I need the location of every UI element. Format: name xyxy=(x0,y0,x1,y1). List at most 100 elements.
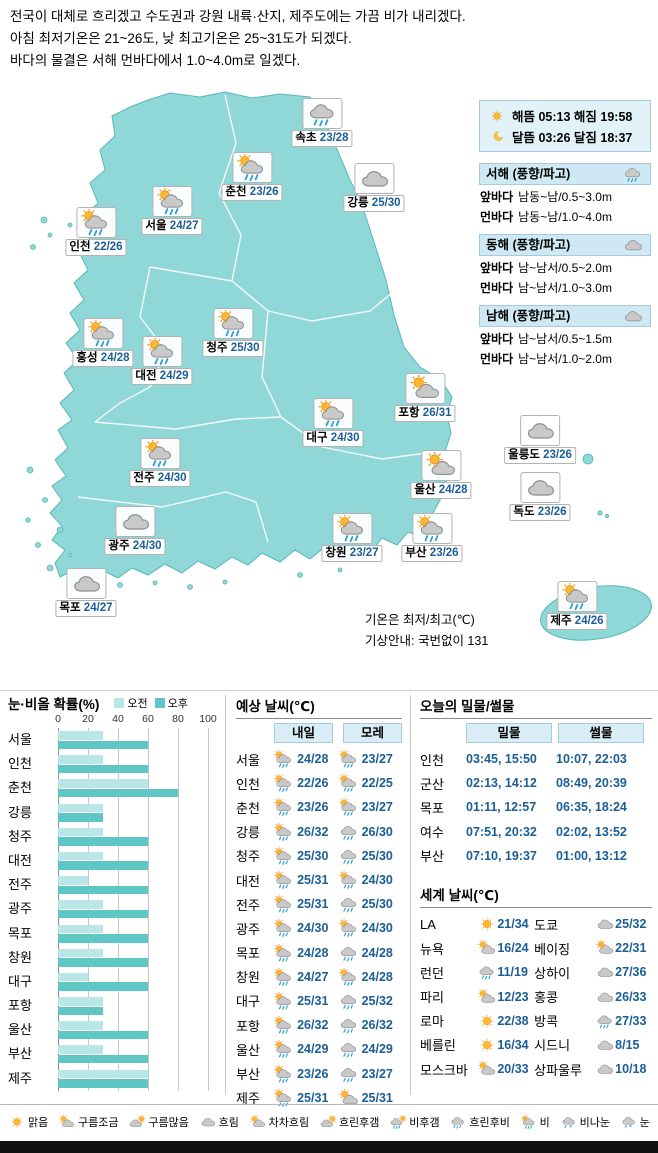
city-temp: 23/27 xyxy=(349,547,379,559)
weather-icon-sun xyxy=(491,109,503,122)
world-row: LA 21/34 도쿄 25/32 xyxy=(420,912,652,936)
chart-row-목포: 목포 xyxy=(8,922,220,946)
chart-city-label: 목포 xyxy=(8,925,32,941)
forecast-temp: 24/28 xyxy=(361,969,393,984)
forecast-temp: 23/26 xyxy=(297,1066,329,1081)
bar-am xyxy=(58,1021,103,1030)
weather-icon-rain xyxy=(274,1064,291,1083)
city-temp: 22/26 xyxy=(93,241,123,253)
sea-title: 동해 (풍향/파고) xyxy=(486,238,571,252)
tide-city: 인천 xyxy=(420,752,444,768)
world-city: 홍콩 xyxy=(534,990,559,1006)
world-city: 런던 xyxy=(420,965,444,981)
weather-icon-cloud-rain xyxy=(624,168,641,183)
tide-city: 부산 xyxy=(420,849,444,865)
sea-row: 앞바다 남~남서/0.5~1.5m xyxy=(479,327,651,347)
divider xyxy=(420,718,652,719)
city-name: 대전 xyxy=(135,370,157,382)
tide-row-군산: 군산 02:13, 14:12 08:49, 20:39 xyxy=(420,771,652,795)
world-city: LA xyxy=(420,916,436,932)
forecast-cell: 24/28 xyxy=(273,943,337,962)
city-label: 목포 24/27 xyxy=(55,600,117,617)
bar-am xyxy=(58,972,88,982)
weather-icon-rain xyxy=(80,208,107,237)
city-name: 광주 xyxy=(108,540,130,552)
forecast-row-대전: 대전 25/31 24/30 xyxy=(236,868,402,892)
sea-row-value: 남~남서/1.0~2.0m xyxy=(518,352,612,366)
chart-city-label: 강릉 xyxy=(8,804,32,820)
chart-city-label: 청주 xyxy=(8,828,32,844)
map-city-marker-춘천: 춘천 23/26 xyxy=(221,152,283,201)
world-temp: 25/32 xyxy=(615,917,647,932)
weather-icon-cloud-rain xyxy=(479,966,494,980)
province-borders xyxy=(77,94,442,543)
city-temp: 24/30 xyxy=(132,540,162,552)
tide-city: 목포 xyxy=(420,800,444,816)
map-city-marker-목포: 목포 24/27 xyxy=(55,568,117,617)
sea-row-label: 앞바다 xyxy=(480,190,514,204)
legend-item-label: 맑음 xyxy=(28,1116,49,1129)
weather-icon-rain xyxy=(274,750,291,768)
city-name: 강릉 xyxy=(347,197,369,209)
forecast-temp: 26/32 xyxy=(361,1018,393,1033)
forecast-temp: 25/31 xyxy=(297,993,329,1008)
chart-city-label: 포항 xyxy=(8,998,32,1014)
weather-icon-cloud-rain xyxy=(340,849,356,865)
forecast-cell: 25/31 xyxy=(273,871,337,889)
sea-block: 서해 (풍향/파고) 앞바다 남동~남/0.5~3.0m 먼바다 남동~남/1.0~4.… xyxy=(479,163,651,225)
map-city-marker-서울: 서울 24/27 xyxy=(141,186,203,235)
bar-am xyxy=(58,900,103,909)
world-city: 뉴욕 xyxy=(420,941,444,957)
city-name: 독도 xyxy=(513,506,535,518)
sun-moon-row: 해뜸 05:13 해짐 19:58 xyxy=(488,105,642,126)
forecast-row-인천: 인천 22/26 22/25 xyxy=(236,771,402,795)
city-label: 울릉도 23/26 xyxy=(504,447,576,464)
bar-pm xyxy=(58,813,103,822)
chart-city-label: 인천 xyxy=(8,756,32,772)
city-weather-icon xyxy=(332,513,372,544)
forecast-cell: 25/30 xyxy=(338,847,402,865)
sea-block: 남해 (풍향/파고) 앞바다 남~남서/0.5~1.5m 먼바다 남~남서/1.0~2.… xyxy=(479,305,651,367)
weather-icon-moon xyxy=(493,130,504,141)
sea-row: 먼바다 남~남서/1.0~2.0m xyxy=(479,347,651,367)
forecast-cell: 25/31 xyxy=(273,1088,337,1107)
gridline xyxy=(148,728,149,1091)
forecast-temp: 25/31 xyxy=(297,873,329,888)
forecast-cell: 24/30 xyxy=(273,919,337,938)
chart-row-청주: 청주 xyxy=(8,825,220,849)
weather-icon-sun-cloud xyxy=(59,1114,75,1127)
forecast-cell: 23/27 xyxy=(338,750,402,768)
city-temp: 23/26 xyxy=(537,506,567,518)
weather-icon-sun xyxy=(480,1014,494,1028)
bar-pm xyxy=(58,788,178,798)
weather-icon-rain xyxy=(338,919,356,938)
city-label: 춘천 23/26 xyxy=(221,184,283,201)
gridline xyxy=(178,728,179,1091)
city-name: 서울 xyxy=(145,220,167,232)
map-city-marker-인천: 인천 22/26 xyxy=(65,207,127,256)
weather-icon-cloud-rain xyxy=(340,1067,356,1082)
legend-label: 오후 xyxy=(167,698,188,710)
forecast-temp: 25/31 xyxy=(297,1090,329,1105)
weather-icon-sun-cloud xyxy=(249,1114,265,1127)
map-city-marker-포항: 포항 26/31 xyxy=(394,373,456,422)
weather-icon-cloud xyxy=(73,576,100,592)
city-weather-icon xyxy=(412,513,452,544)
weather-icon-cloud xyxy=(597,992,613,1002)
world-city: 로마 xyxy=(420,1014,444,1030)
map-city-marker-대구: 대구 24/30 xyxy=(302,398,364,447)
weather-icon-rain xyxy=(338,871,356,889)
weather-icon-rain xyxy=(236,153,263,182)
weather-icon-sun xyxy=(480,917,494,931)
forecast-cell: 23/26 xyxy=(273,1064,337,1083)
chart-city-label: 대전 xyxy=(8,852,32,868)
tide-ebb-times: 01:00, 13:12 xyxy=(556,848,627,863)
weather-icon-rain xyxy=(274,895,291,914)
weather-icon-cloud-rain xyxy=(597,1015,612,1029)
weather-icon-rain xyxy=(274,822,291,841)
city-weather-icon xyxy=(140,438,180,469)
forecast-cell: 26/30 xyxy=(338,823,402,841)
weather-icon-cloud xyxy=(122,514,149,530)
forecast-temp: 25/30 xyxy=(297,848,329,863)
world-temp: 22/38 xyxy=(497,1013,529,1028)
